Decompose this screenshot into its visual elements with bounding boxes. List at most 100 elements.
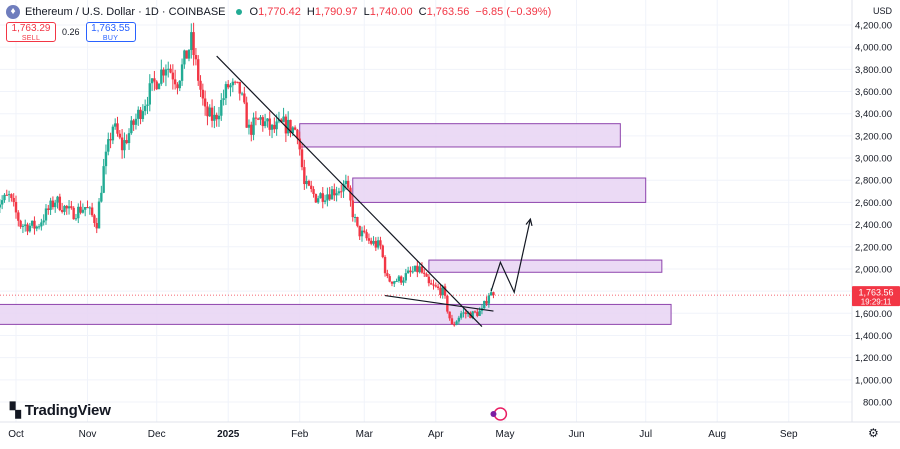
candle xyxy=(236,81,239,84)
buy-button[interactable]: 1,763.55 BUY xyxy=(85,22,136,42)
candle-body xyxy=(409,270,412,273)
candle-body xyxy=(492,292,495,296)
candle-body xyxy=(386,273,389,277)
candle xyxy=(100,185,103,203)
sell-button[interactable]: 1,763.29 SELL xyxy=(6,22,56,42)
candle xyxy=(28,222,32,233)
candle xyxy=(74,213,78,221)
candle xyxy=(95,217,98,234)
candle xyxy=(30,220,34,229)
candle-body xyxy=(305,181,308,185)
candle-body xyxy=(489,292,493,296)
candle xyxy=(404,268,408,284)
candle xyxy=(395,278,398,283)
candle-body xyxy=(413,265,417,272)
candle-body xyxy=(233,81,237,83)
symbol-title[interactable]: Ethereum / U.S. Dollar · 1D · COINBASE xyxy=(25,6,226,18)
candle-body xyxy=(213,114,216,121)
candle-body xyxy=(455,321,458,325)
candle xyxy=(173,69,177,90)
candle-body xyxy=(441,286,444,295)
candle xyxy=(365,229,368,241)
candle-body xyxy=(406,270,410,274)
y-tick-label: 1,000.00 xyxy=(855,375,892,386)
candle xyxy=(402,277,405,286)
candle-body xyxy=(24,224,27,226)
candle-body xyxy=(97,201,101,229)
candle xyxy=(125,134,128,145)
candle xyxy=(316,195,320,204)
candle-body xyxy=(153,78,156,82)
candle-body xyxy=(485,300,488,304)
candle xyxy=(183,49,186,69)
candle xyxy=(300,143,304,171)
candle-body xyxy=(139,109,142,120)
candle xyxy=(180,58,184,86)
candle-body xyxy=(319,193,322,199)
candle xyxy=(268,111,271,136)
y-tick-label: 2,800.00 xyxy=(855,176,892,187)
candle xyxy=(323,194,327,205)
candle-body xyxy=(457,317,461,322)
candle-body xyxy=(346,180,350,188)
candle-body xyxy=(411,271,414,273)
candle-body xyxy=(65,205,68,209)
candle xyxy=(259,115,262,126)
candle-body xyxy=(282,116,285,122)
x-tick-label: 2025 xyxy=(217,429,240,440)
candle xyxy=(340,184,343,198)
candle-body xyxy=(162,69,165,76)
candle-body xyxy=(300,149,304,168)
projection-path xyxy=(490,218,531,295)
candle-body xyxy=(310,185,313,190)
candle xyxy=(77,203,80,224)
candle xyxy=(400,275,403,285)
candle xyxy=(7,190,11,202)
candle xyxy=(455,320,458,326)
candle xyxy=(130,116,133,135)
currency-label[interactable]: USD xyxy=(872,6,892,16)
candle-body xyxy=(321,193,324,202)
trendline xyxy=(384,294,494,312)
candle-body xyxy=(466,312,470,315)
candle xyxy=(44,204,48,225)
candle xyxy=(109,132,112,149)
candle xyxy=(406,266,410,274)
close-key: C xyxy=(418,6,427,18)
candle-body xyxy=(40,222,43,227)
candle-body xyxy=(243,93,246,103)
change-value: −6.85 (−0.39%) xyxy=(475,6,552,18)
candle-body xyxy=(462,312,465,314)
zone-rect xyxy=(0,303,672,325)
candle-body xyxy=(155,81,158,90)
candle xyxy=(326,187,329,207)
candle xyxy=(49,197,52,215)
candle xyxy=(21,223,25,234)
y-tick-label: 3,200.00 xyxy=(855,131,892,142)
candle xyxy=(123,132,126,159)
candle-body xyxy=(423,272,426,274)
gear-icon[interactable]: ⚙ xyxy=(868,426,879,440)
candle xyxy=(224,81,228,106)
candle xyxy=(462,308,465,318)
candle xyxy=(54,199,57,213)
candle xyxy=(65,204,68,215)
candle-body xyxy=(365,232,368,239)
candle xyxy=(429,279,433,285)
sell-price: 1,763.29 xyxy=(11,23,51,34)
candle-body xyxy=(208,107,211,117)
candle xyxy=(215,112,218,127)
candle-body xyxy=(416,265,419,273)
candle-body xyxy=(383,257,387,274)
candle xyxy=(376,236,380,250)
candle xyxy=(273,117,276,134)
candle xyxy=(233,80,237,85)
candle xyxy=(284,114,288,143)
candle-body xyxy=(293,127,297,130)
candle-body xyxy=(434,285,438,287)
candle-body xyxy=(464,312,467,315)
tradingview-logo[interactable]: ▚ TradingView xyxy=(10,402,111,419)
open-key: O xyxy=(249,6,259,18)
